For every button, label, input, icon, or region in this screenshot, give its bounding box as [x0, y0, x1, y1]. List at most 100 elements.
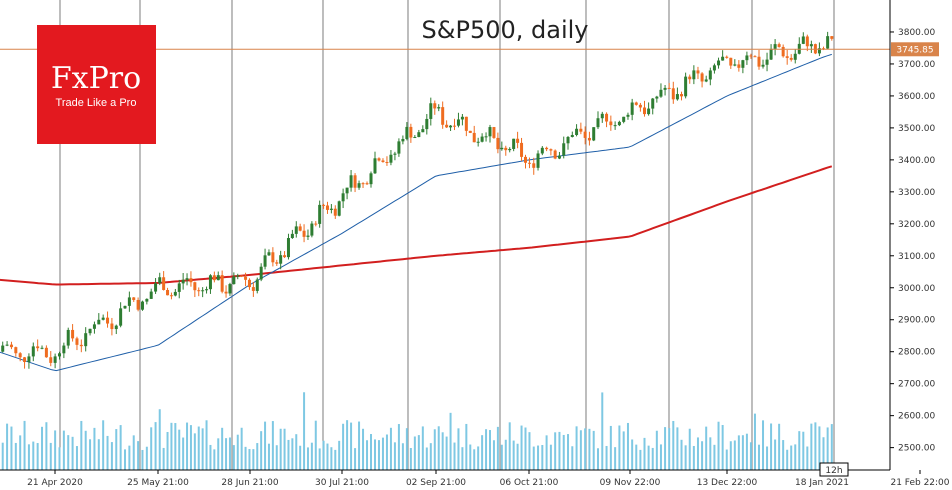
volume-bar [377, 440, 380, 470]
volume-bar [786, 449, 789, 470]
candle-body [821, 48, 825, 50]
candle-body [71, 329, 75, 339]
candle-body [92, 324, 96, 329]
candle-body [373, 158, 377, 174]
volume-bar [445, 436, 448, 470]
candle-body [437, 107, 441, 109]
volume-bar [271, 421, 274, 470]
candle-body [220, 275, 224, 292]
volume-bar [397, 424, 400, 470]
volume-bar [618, 425, 621, 470]
candle-body [385, 161, 389, 163]
volume-bar [75, 446, 78, 470]
candle-body [456, 119, 460, 126]
x-tick-label: 06 Oct 21:00 [500, 478, 559, 488]
candle-body [294, 226, 298, 234]
volume-bar [409, 447, 412, 470]
candle-body [132, 297, 136, 300]
candle-body [369, 173, 373, 185]
candle-body [1, 345, 5, 352]
volume-bar [291, 438, 294, 470]
volume-bar [342, 423, 345, 470]
volume-bar [119, 425, 122, 470]
volume-bar [256, 443, 259, 470]
candle-body [341, 193, 345, 202]
volume-bar [664, 427, 667, 470]
volume-bar [36, 443, 39, 470]
y-tick-label: 3100.00 [898, 252, 935, 262]
volume-bar [197, 426, 200, 470]
candle-body [737, 64, 741, 68]
candle-body [232, 276, 236, 285]
y-tick-label: 3700.00 [898, 60, 935, 70]
volume-bar [166, 431, 169, 470]
candle-body [712, 65, 716, 71]
candle-body [659, 89, 663, 97]
candle-body [761, 64, 765, 67]
candle-body [325, 205, 329, 210]
volume-bar [713, 444, 716, 470]
candle-body [136, 299, 140, 310]
candle-body [508, 148, 512, 151]
candle-body [480, 136, 484, 142]
candle-body [425, 118, 429, 130]
candle-body [409, 126, 413, 138]
candle-body [583, 131, 587, 138]
volume-bar [584, 428, 587, 470]
x-tick-label: 30 Jul 21:00 [315, 478, 369, 488]
candle-body [310, 223, 314, 236]
candle-body [417, 132, 421, 138]
candle-body [353, 175, 357, 188]
candle-body [298, 226, 302, 231]
candle-body [361, 183, 365, 185]
y-tick-label: 2500.00 [898, 444, 935, 454]
volume-bar [477, 446, 480, 470]
candle-body [228, 284, 232, 294]
candle-body [609, 121, 613, 126]
x-tick-label: 25 May 21:00 [127, 478, 189, 488]
volume-bar [655, 430, 658, 470]
volume-bar [32, 441, 35, 470]
volume-bar [692, 445, 695, 470]
candle-body [704, 79, 708, 82]
candle-body [789, 57, 793, 60]
candle-body [62, 345, 66, 354]
volume-bar [132, 435, 135, 470]
candle-body [785, 56, 789, 58]
candle-body [500, 147, 504, 150]
candle-body [14, 347, 18, 354]
volume-bar [205, 420, 208, 470]
candle-body [255, 279, 259, 291]
candle-body [314, 223, 318, 225]
volume-bar [528, 432, 531, 470]
volume-bar [626, 422, 629, 470]
candle-body [283, 255, 287, 258]
volume-bar [252, 449, 255, 470]
volume-bar [71, 436, 74, 470]
candle-body [484, 136, 488, 138]
candle-body [329, 208, 333, 210]
candle-body [643, 107, 647, 115]
candle-body [468, 130, 472, 133]
candle-body [605, 113, 609, 122]
candle-body [817, 48, 821, 54]
volume-bar [601, 392, 604, 470]
volume-bar [89, 439, 92, 470]
logo-tagline: Trade Like a Pro [56, 97, 137, 109]
candle-body [729, 57, 733, 66]
volume-bar [541, 445, 544, 470]
volume-bar [267, 443, 270, 470]
candle-body [101, 317, 105, 320]
candle-body [575, 128, 579, 135]
volume-bar [306, 447, 309, 470]
volume-bar [405, 428, 408, 470]
candle-body [397, 141, 401, 154]
candle-body [393, 153, 397, 155]
volume-bar [19, 435, 22, 470]
volume-bar [643, 437, 646, 470]
candle-body [741, 60, 745, 68]
volume-bar [571, 446, 574, 470]
volume-bar [303, 392, 306, 470]
timeframe-badge: 12h [819, 462, 849, 477]
y-tick-label: 3300.00 [898, 188, 935, 198]
